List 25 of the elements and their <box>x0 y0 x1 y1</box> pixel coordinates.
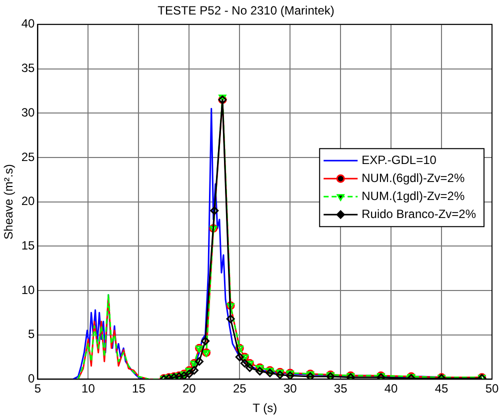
legend-label: Ruido Branco-Zv=2% <box>362 206 476 221</box>
y-tick-label: 15 <box>21 238 36 252</box>
x-tick-label: 15 <box>132 382 146 396</box>
x-axis-title: T (s) <box>252 401 278 416</box>
y-tick-label: 5 <box>28 327 36 342</box>
legend-label: EXP.-GDL=10 <box>362 152 437 167</box>
y-tick-label: 10 <box>21 282 36 297</box>
y-tick-label: 35 <box>21 61 36 76</box>
y-tick-label: 25 <box>21 150 36 164</box>
x-tick-label: 10 <box>82 382 96 396</box>
legend-label: NUM.(6gdl)-Zv=2% <box>362 170 465 185</box>
x-tick-label: 35 <box>334 382 348 396</box>
y-tick-label: 0 <box>28 372 36 386</box>
chart-title: TESTE P52 - No 2310 (Marintek) <box>158 4 334 18</box>
y-tick-label: 20 <box>21 194 36 208</box>
x-tick-label: 30 <box>283 382 298 396</box>
x-tick-label: 20 <box>182 382 196 396</box>
y-tick-label: 40 <box>21 16 36 31</box>
x-tick-label: 45 <box>434 382 449 396</box>
y-tick-label: 30 <box>21 105 36 120</box>
x-tick-label: 40 <box>384 382 398 396</box>
legend-label: NUM.(1gdl)-Zv=2% <box>362 188 465 203</box>
x-tick-label: 50 <box>485 382 499 396</box>
y-axis-title: Sheave (m².s) <box>2 164 16 240</box>
x-tick-label: 25 <box>232 382 247 396</box>
